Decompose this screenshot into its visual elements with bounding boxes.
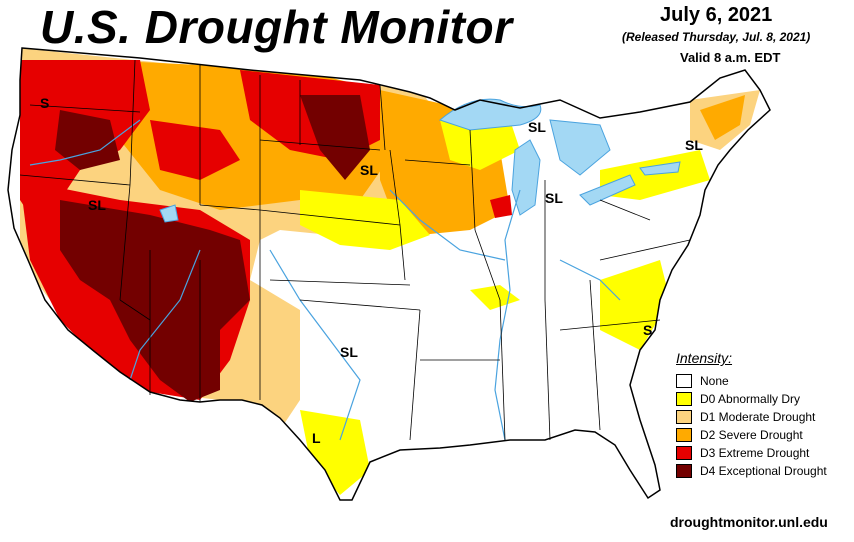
map-label: SL <box>360 162 378 178</box>
colorado-river <box>129 249 201 381</box>
source-url: droughtmonitor.unl.edu <box>670 514 828 530</box>
d0-carolinas <box>600 260 670 350</box>
state-borders <box>19 59 691 441</box>
d4-oregon <box>55 110 120 170</box>
legend-label: D0 Abnormally Dry <box>700 392 801 406</box>
legend-label: D3 Extreme Drought <box>700 446 810 460</box>
legend-swatch <box>676 374 692 388</box>
map-label: S <box>40 95 49 111</box>
legend-swatch <box>676 446 692 460</box>
map-label: SL <box>88 197 106 213</box>
legend-swatch <box>676 392 692 406</box>
intensity-legend: Intensity: None D0 Abnormally Dry D1 Mod… <box>676 350 846 480</box>
map-label: SL <box>528 119 546 135</box>
map-label: S <box>643 322 652 338</box>
d0-south-texas <box>300 410 370 495</box>
legend-item-d2: D2 Severe Drought <box>676 426 846 444</box>
d4-great-basin <box>60 200 250 402</box>
d3-idaho <box>150 120 240 180</box>
map-label: L <box>312 430 321 446</box>
legend-item-d0: D0 Abnormally Dry <box>676 390 846 408</box>
rio-grande-river <box>269 249 361 441</box>
map-label: SL <box>545 190 563 206</box>
legend-item-d1: D1 Moderate Drought <box>676 408 846 426</box>
legend-swatch <box>676 410 692 424</box>
legend-swatch <box>676 428 692 442</box>
drought-areas <box>20 48 760 495</box>
legend-title: Intensity: <box>676 350 733 366</box>
columbia-river <box>29 119 141 166</box>
map-label: SL <box>685 137 703 153</box>
legend-label: D1 Moderate Drought <box>700 410 816 424</box>
legend-label: D2 Severe Drought <box>700 428 803 442</box>
legend-label: None <box>700 374 729 388</box>
lake-michigan <box>511 139 541 216</box>
d4-north-dakota <box>300 95 370 180</box>
legend-swatch <box>676 464 692 478</box>
d0-wisconsin <box>440 120 520 170</box>
legend-item-d4: D4 Exceptional Drought <box>676 462 846 480</box>
valid-time: Valid 8 a.m. EDT <box>680 50 781 65</box>
missouri-river <box>389 189 506 261</box>
mississippi-river <box>494 189 521 441</box>
lake-huron <box>549 119 611 176</box>
legend-item-none: None <box>676 372 846 390</box>
ohio-river <box>559 259 621 301</box>
lake-erie <box>579 174 636 206</box>
map-label: SL <box>340 344 358 360</box>
map-date: July 6, 2021 <box>660 4 773 26</box>
rivers <box>29 119 621 441</box>
release-date: (Released Thursday, Jul. 8, 2021) <box>622 30 811 44</box>
great-salt-lake <box>159 204 179 223</box>
page-title: U.S. Drought Monitor <box>40 1 513 53</box>
legend-item-d3: D3 Extreme Drought <box>676 444 846 462</box>
d3-illinois <box>490 195 512 218</box>
d2-maine <box>700 95 745 140</box>
lake-ontario <box>639 161 681 176</box>
legend-label: D4 Exceptional Drought <box>700 464 827 478</box>
